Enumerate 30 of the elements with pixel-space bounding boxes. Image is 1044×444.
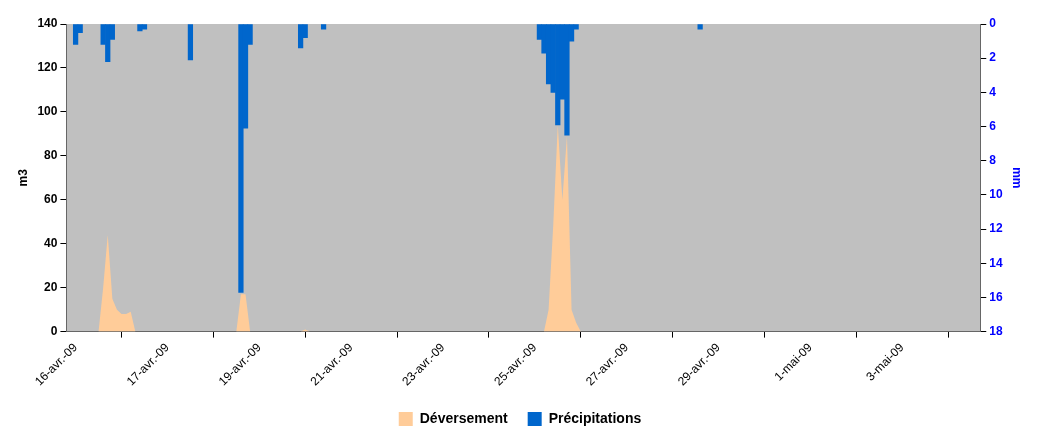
y-axis-title: m3 <box>15 168 30 187</box>
bar <box>297 24 304 49</box>
y-tick-label: 120 <box>37 60 58 75</box>
y-tick-label: 100 <box>37 104 58 119</box>
bar <box>555 24 561 126</box>
legend-label: Déversement <box>419 409 509 426</box>
y2-tick-label: 16 <box>989 289 1003 304</box>
bar <box>105 24 111 62</box>
y-tick-label: 40 <box>44 236 58 251</box>
y-tick-label: 60 <box>44 192 58 207</box>
y2-tick-label: 2 <box>989 50 997 65</box>
y-tick-label: 80 <box>44 148 58 163</box>
legend-label: Précipitations <box>548 409 642 426</box>
y2-tick-label: 14 <box>989 255 1003 270</box>
y2-tick-label: 8 <box>989 153 997 168</box>
bar <box>72 24 79 45</box>
y-tick-label: 0 <box>50 323 58 338</box>
bar <box>564 24 570 136</box>
y2-tick-label: 0 <box>989 16 997 31</box>
y2-axis-title: mm <box>1010 167 1025 189</box>
y2-tick-label: 10 <box>989 187 1003 202</box>
bar <box>238 24 244 293</box>
y-tick-label: 20 <box>44 279 58 294</box>
y2-tick-label: 4 <box>989 84 997 99</box>
bar <box>137 24 143 32</box>
y2-tick-label: 18 <box>989 323 1003 338</box>
bar <box>187 24 194 61</box>
y2-tick-label: 6 <box>989 118 997 133</box>
y2-tick-label: 12 <box>989 221 1003 236</box>
y-tick-label: 140 <box>37 16 58 31</box>
